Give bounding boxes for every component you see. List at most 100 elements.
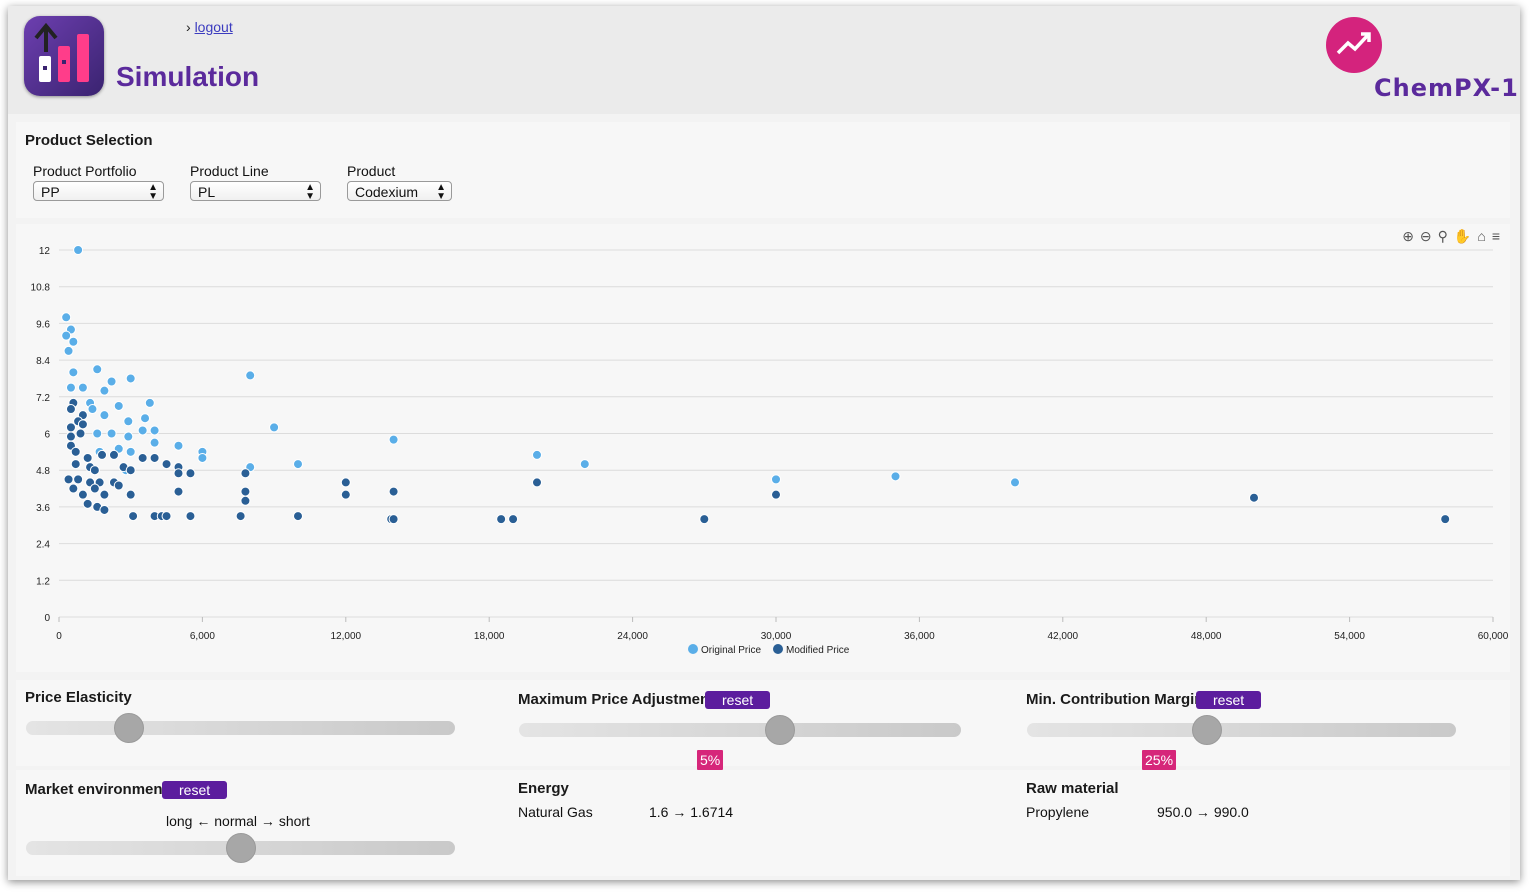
max-price-adjustment-knob[interactable] [764, 715, 795, 745]
min-contribution-margin-knob[interactable] [1192, 715, 1223, 745]
modified-price-point [173, 486, 184, 497]
market-environment-scale: long ← normal → short [166, 813, 310, 829]
original-price-point [532, 449, 542, 460]
home-icon[interactable]: ⌂ [1477, 228, 1486, 244]
modified-price-point [235, 511, 246, 522]
product-select[interactable]: Codexium ▲ ▼ [347, 181, 452, 202]
y-tick-label: 10.8 [31, 283, 51, 294]
chart-toolbar: ⊕ ⊖ ⚲ ✋ ⌂ ≡ [1402, 228, 1500, 245]
product-value: Codexium [355, 184, 419, 200]
modified-price-point [496, 514, 507, 525]
product-line-select[interactable]: PL ▲ ▼ [190, 181, 321, 202]
x-tick-label: 6,000 [190, 631, 215, 642]
select-arrows-icon: ▲ ▼ [148, 182, 158, 202]
modified-price-point [161, 459, 172, 470]
raw-material-title: Raw material [1026, 780, 1119, 797]
pan-hand-icon[interactable]: ✋ [1453, 228, 1472, 244]
modified-price-point [99, 489, 110, 500]
original-price-point [149, 425, 160, 436]
original-price-point [123, 416, 134, 427]
original-price-point [61, 312, 72, 323]
x-tick-label: 54,000 [1334, 631, 1365, 642]
modified-price-point [340, 489, 351, 500]
original-price-point [125, 446, 136, 457]
modified-price-point [149, 452, 160, 463]
legend-label: Modified Price [786, 645, 850, 656]
logout-link[interactable]: logout [194, 19, 233, 35]
modified-price-point [532, 477, 542, 488]
trend-up-icon [1326, 17, 1382, 73]
magnify-icon[interactable]: ⚲ [1437, 228, 1448, 244]
modified-price-point [75, 428, 86, 439]
modified-price-point [65, 422, 76, 433]
price-elasticity-slider[interactable] [26, 721, 455, 735]
original-price-point [173, 440, 184, 451]
original-price-point [113, 400, 124, 411]
modified-price-point [89, 483, 100, 494]
x-tick-label: 48,000 [1191, 631, 1222, 642]
legend-marker [688, 644, 698, 654]
modified-price-point [99, 504, 110, 515]
modified-price-point [63, 474, 74, 485]
energy-item: Natural Gas [518, 804, 593, 820]
zoom-out-icon[interactable]: ⊖ [1419, 228, 1432, 244]
modified-price-point [508, 514, 519, 525]
original-price-point [245, 370, 256, 381]
raw-material-value: 950.0 → 990.0 [1157, 804, 1249, 820]
market-environment-reset-button[interactable]: reset [162, 781, 228, 799]
bar-chart-up-icon [24, 16, 104, 96]
zoom-in-icon[interactable]: ⊕ [1402, 228, 1414, 244]
modified-price-point [65, 431, 76, 442]
y-tick-label: 1.2 [36, 576, 50, 587]
modified-price-point [82, 452, 93, 463]
modified-price-point [113, 480, 124, 491]
modified-price-point [185, 468, 196, 479]
original-price-point [61, 330, 72, 341]
original-price-point [68, 367, 79, 378]
original-price-point [771, 474, 781, 485]
modified-price-point [128, 511, 139, 522]
product-selection-panel: Product Selection Product Portfolio PP ▲… [16, 122, 1510, 218]
max-price-adjustment-value-badge: 5% [697, 750, 724, 770]
raw-material-item: Propylene [1026, 804, 1090, 820]
max-price-adjustment-title: Maximum Price Adjustment [518, 691, 715, 708]
modified-price-point [77, 489, 88, 500]
header: › logout Simulation ChemPX-1 [8, 6, 1520, 114]
price-elasticity-knob[interactable] [113, 713, 144, 743]
select-arrows-icon: ▲ ▼ [436, 182, 446, 202]
modified-price-point [1249, 492, 1259, 503]
min-contribution-margin-slider[interactable] [1027, 723, 1456, 737]
chart-panel: ⊕ ⊖ ⚲ ✋ ⌂ ≡ 0 1.2 2.4 3.6 4.8 6 7.2 8.4 9.6 10.8 1… [16, 224, 1510, 672]
original-price-point [68, 336, 79, 347]
x-tick-label: 30,000 [761, 631, 792, 642]
y-tick-label: 12 [39, 246, 51, 257]
market-environment-knob[interactable] [225, 833, 256, 863]
scatter-chart: 0 1.2 2.4 3.6 4.8 6 7.2 8.4 9.6 10.8 12 0 6,000 12,00… [31, 245, 1509, 656]
modified-price-point [89, 465, 100, 476]
product-portfolio-select[interactable]: PP ▲ ▼ [33, 181, 164, 202]
max-price-adjustment-slider[interactable] [519, 723, 961, 737]
original-price-point [140, 413, 151, 424]
min-contribution-margin-value-badge: 25% [1142, 750, 1177, 770]
page-title: Simulation [116, 61, 260, 92]
logout-prefix: › [186, 19, 191, 35]
modified-price-point [82, 498, 93, 509]
modified-price-point [97, 449, 108, 460]
original-price-point [293, 459, 303, 470]
menu-icon[interactable]: ≡ [1491, 228, 1500, 244]
modified-price-point [70, 459, 81, 470]
original-price-point [125, 373, 136, 384]
price-elasticity-panel: Price Elasticity Maximum Price Adjustmen… [16, 680, 1510, 770]
modified-price-point [185, 511, 196, 522]
x-tick-label: 0 [56, 631, 62, 642]
legend-label: Original Price [701, 645, 761, 656]
original-price-point [106, 428, 117, 439]
y-tick-label: 7.2 [36, 393, 50, 404]
max-price-adjustment-reset-button[interactable]: reset [705, 691, 771, 709]
original-price-point [65, 382, 76, 393]
original-price-point [63, 345, 74, 356]
market-environment-title: Market environment [25, 781, 168, 798]
min-contribution-margin-reset-button[interactable]: reset [1196, 691, 1262, 709]
brand-name: ChemPX-1 [1374, 74, 1519, 102]
product-portfolio-label: Product Portfolio [33, 163, 137, 179]
